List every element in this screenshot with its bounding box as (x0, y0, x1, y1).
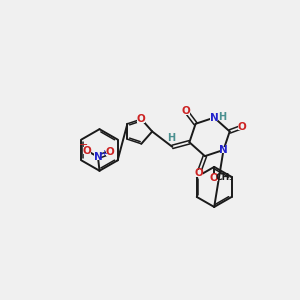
Bar (210, 114, 218, 121)
Text: −: − (79, 140, 88, 150)
Bar (106, 149, 114, 156)
Text: CH₃: CH₃ (215, 173, 233, 182)
Bar (94, 153, 101, 161)
Text: O: O (182, 106, 191, 116)
Text: O: O (194, 168, 203, 178)
Text: N: N (219, 145, 228, 155)
Text: O: O (106, 147, 115, 157)
Text: O: O (210, 173, 219, 183)
Text: O: O (137, 114, 146, 124)
Text: +: + (100, 148, 107, 158)
Bar (195, 169, 203, 176)
Text: H: H (218, 112, 226, 122)
Text: N: N (94, 152, 102, 162)
Text: O: O (238, 122, 247, 132)
Bar (137, 116, 145, 123)
Text: N: N (210, 112, 219, 123)
Text: H: H (167, 134, 175, 143)
Bar (238, 123, 246, 130)
Bar (211, 174, 218, 181)
Bar (220, 147, 226, 153)
Bar (83, 147, 91, 154)
Text: O: O (83, 146, 92, 156)
Bar (182, 108, 190, 115)
